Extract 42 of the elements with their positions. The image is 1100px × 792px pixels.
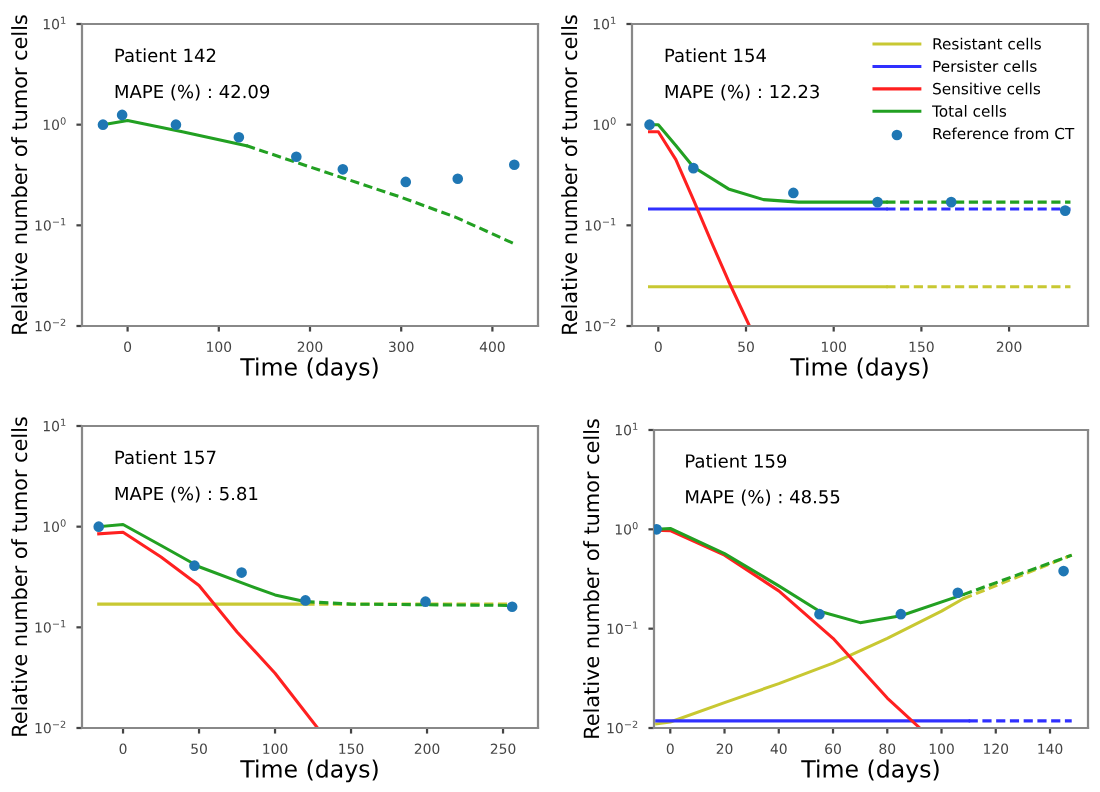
- annotation: Patient 157: [115, 450, 216, 465]
- point: [644, 119, 655, 130]
- annotation: MAPE (%) : 48.55: [686, 489, 840, 506]
- point: [895, 608, 907, 620]
- annotation: Patient 142: [115, 48, 216, 63]
- point: [93, 521, 105, 532]
- point: [233, 131, 245, 143]
- point: [170, 119, 182, 130]
- annotation: Patient 154: [665, 48, 766, 63]
- point: [236, 567, 247, 578]
- point: [872, 196, 883, 208]
- point: [116, 109, 128, 121]
- x-axis-title: Time (days): [240, 759, 378, 783]
- annotation: Patient 159: [686, 453, 787, 468]
- y-axis-title: Relative number of tumor cells: [561, 15, 578, 334]
- annotation: MAPE (%) : 42.09: [115, 84, 270, 101]
- y-axis-title: Relative number of tumor cells: [11, 15, 28, 334]
- x-axis-title: Time (days): [790, 357, 928, 381]
- point: [452, 173, 464, 185]
- point: [300, 595, 311, 606]
- point: [97, 119, 109, 130]
- point: [945, 196, 957, 208]
- y-axis-title: Relative number of tumor cells: [11, 417, 28, 736]
- point: [337, 164, 349, 175]
- point: [1058, 565, 1069, 577]
- point: [508, 159, 520, 171]
- point: [952, 587, 964, 599]
- point: [1059, 205, 1071, 216]
- annotation: MAPE (%) : 12.23: [665, 84, 819, 101]
- x-axis-title: Time (days): [240, 357, 378, 381]
- point: [189, 560, 200, 571]
- point: [400, 176, 412, 188]
- annotation: MAPE (%) : 5.81: [115, 486, 258, 503]
- point: [291, 151, 302, 163]
- x-axis-title: Time (days): [801, 759, 939, 783]
- point: [420, 596, 431, 607]
- y-axis-title: Relative number of tumor cells: [583, 419, 600, 738]
- point: [688, 162, 699, 174]
- point: [506, 601, 518, 613]
- point: [788, 187, 799, 199]
- point: [654, 524, 663, 535]
- point: [814, 608, 825, 620]
